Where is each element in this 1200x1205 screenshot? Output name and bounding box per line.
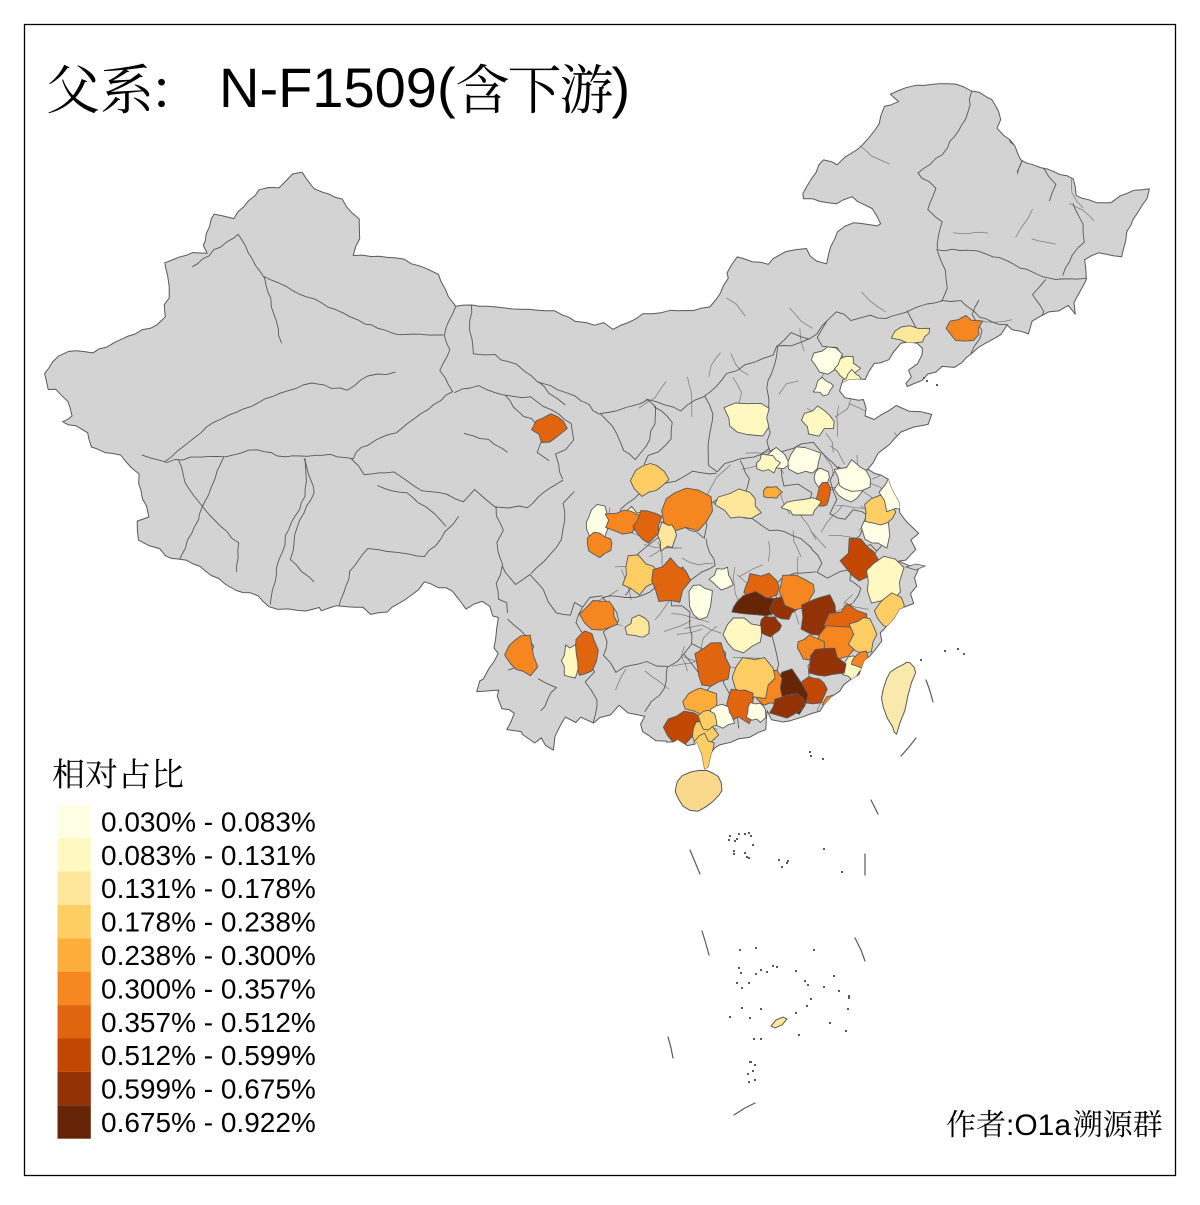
svg-text::O1a: :O1a bbox=[1006, 1109, 1071, 1142]
svg-text:(: ( bbox=[437, 56, 456, 119]
svg-text:0.300% - 0.357%: 0.300% - 0.357% bbox=[101, 973, 316, 1004]
svg-text:0.512% - 0.599%: 0.512% - 0.599% bbox=[101, 1040, 316, 1071]
svg-text:0.030% - 0.083%: 0.030% - 0.083% bbox=[101, 806, 316, 837]
svg-text:0.357% - 0.512%: 0.357% - 0.512% bbox=[101, 1007, 316, 1038]
svg-text:N-F1509: N-F1509 bbox=[219, 56, 437, 119]
svg-text:0.178% - 0.238%: 0.178% - 0.238% bbox=[101, 907, 316, 938]
svg-text:0.083% - 0.131%: 0.083% - 0.131% bbox=[101, 840, 316, 871]
svg-text:0.238% - 0.300%: 0.238% - 0.300% bbox=[101, 940, 316, 971]
svg-text:0.675% - 0.922%: 0.675% - 0.922% bbox=[101, 1107, 316, 1138]
svg-text:0.599% - 0.675%: 0.599% - 0.675% bbox=[101, 1074, 316, 1105]
svg-text:0.131% - 0.178%: 0.131% - 0.178% bbox=[101, 873, 316, 904]
svg-text:): ) bbox=[612, 56, 631, 119]
